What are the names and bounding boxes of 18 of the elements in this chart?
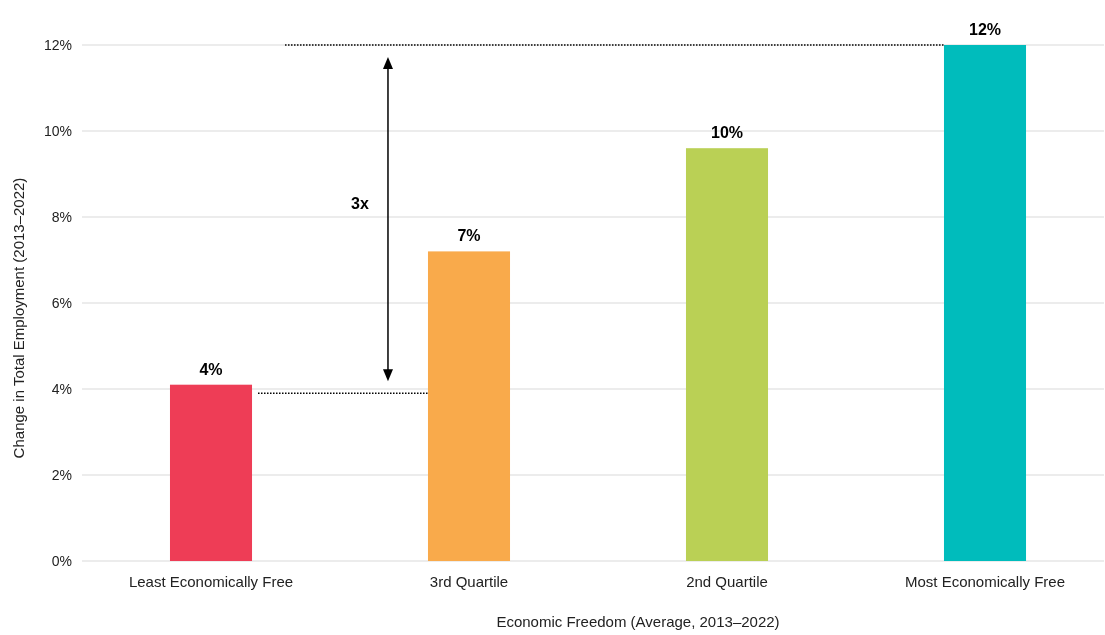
y-tick-label: 6%: [51, 294, 72, 311]
y-tick-label: 8%: [51, 208, 72, 225]
y-tick-label: 10%: [43, 122, 72, 139]
x-axis-title: Economic Freedom (Average, 2013–2022): [496, 613, 780, 630]
y-tick-label: 2%: [51, 466, 72, 483]
y-axis-title: Change in Total Employment (2013–2022): [10, 177, 27, 459]
annotation: 3x: [351, 195, 369, 213]
data-label: 12%: [968, 21, 1002, 38]
data-label: 10%: [710, 124, 744, 142]
y-tick-label: 0%: [51, 552, 72, 569]
x-tick-label: 3rd Quartile: [429, 573, 509, 590]
data-label: 7%: [457, 227, 481, 245]
x-tick-label: Most Economically Free: [904, 573, 1066, 590]
data-label: 4%: [199, 360, 223, 378]
x-tick-label: Least Economically Free: [128, 573, 294, 590]
x-tick-label: 2nd Quartile: [686, 573, 768, 590]
y-tick-label: 12%: [43, 36, 72, 53]
y-tick-label: 4%: [51, 380, 72, 397]
